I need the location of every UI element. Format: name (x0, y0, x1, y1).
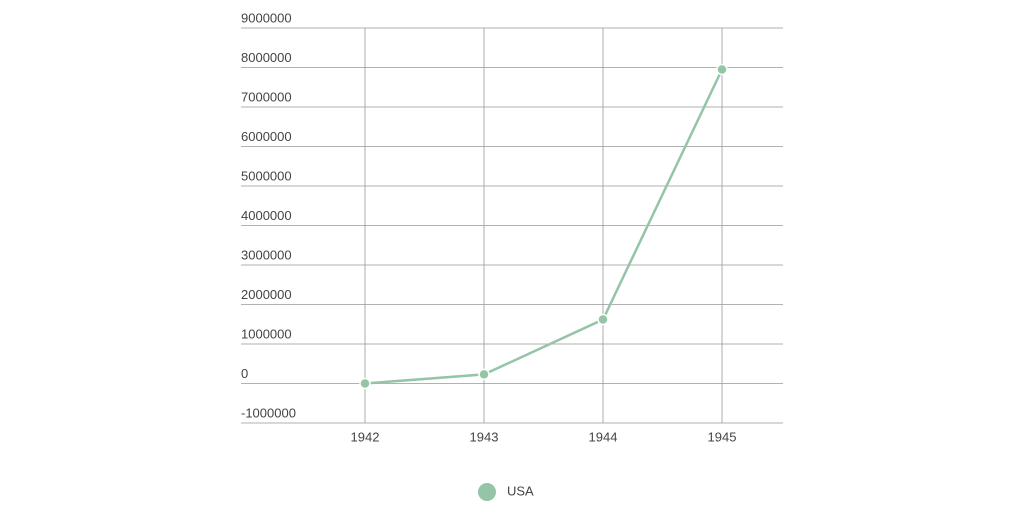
line (364, 68, 724, 385)
y-tick-label: 3000000 (241, 247, 292, 262)
x-tick-label: 1944 (589, 429, 618, 444)
x-tick-label: 1945 (708, 429, 737, 444)
y-tick-label: 7000000 (241, 89, 292, 104)
y-tick-label: -1000000 (241, 405, 296, 420)
point (478, 368, 490, 381)
point (359, 377, 371, 390)
y-tick-label: 2000000 (241, 287, 292, 302)
y-tick-label: 8000000 (241, 50, 292, 65)
x-tick-label: 1943 (470, 429, 499, 444)
y-tick-label: 5000000 (241, 168, 292, 183)
y-tick-label: 1000000 (241, 326, 292, 341)
x-tick-label: 1942 (351, 429, 380, 444)
legend-marker (478, 483, 496, 501)
point (716, 63, 728, 76)
y-tick-label: 0 (241, 366, 248, 381)
point (597, 313, 609, 326)
y-tick-label: 9000000 (241, 10, 292, 25)
y-tick-label: 4000000 (241, 208, 292, 223)
y-tick-label: 6000000 (241, 129, 292, 144)
legend-label: USA (507, 483, 534, 498)
